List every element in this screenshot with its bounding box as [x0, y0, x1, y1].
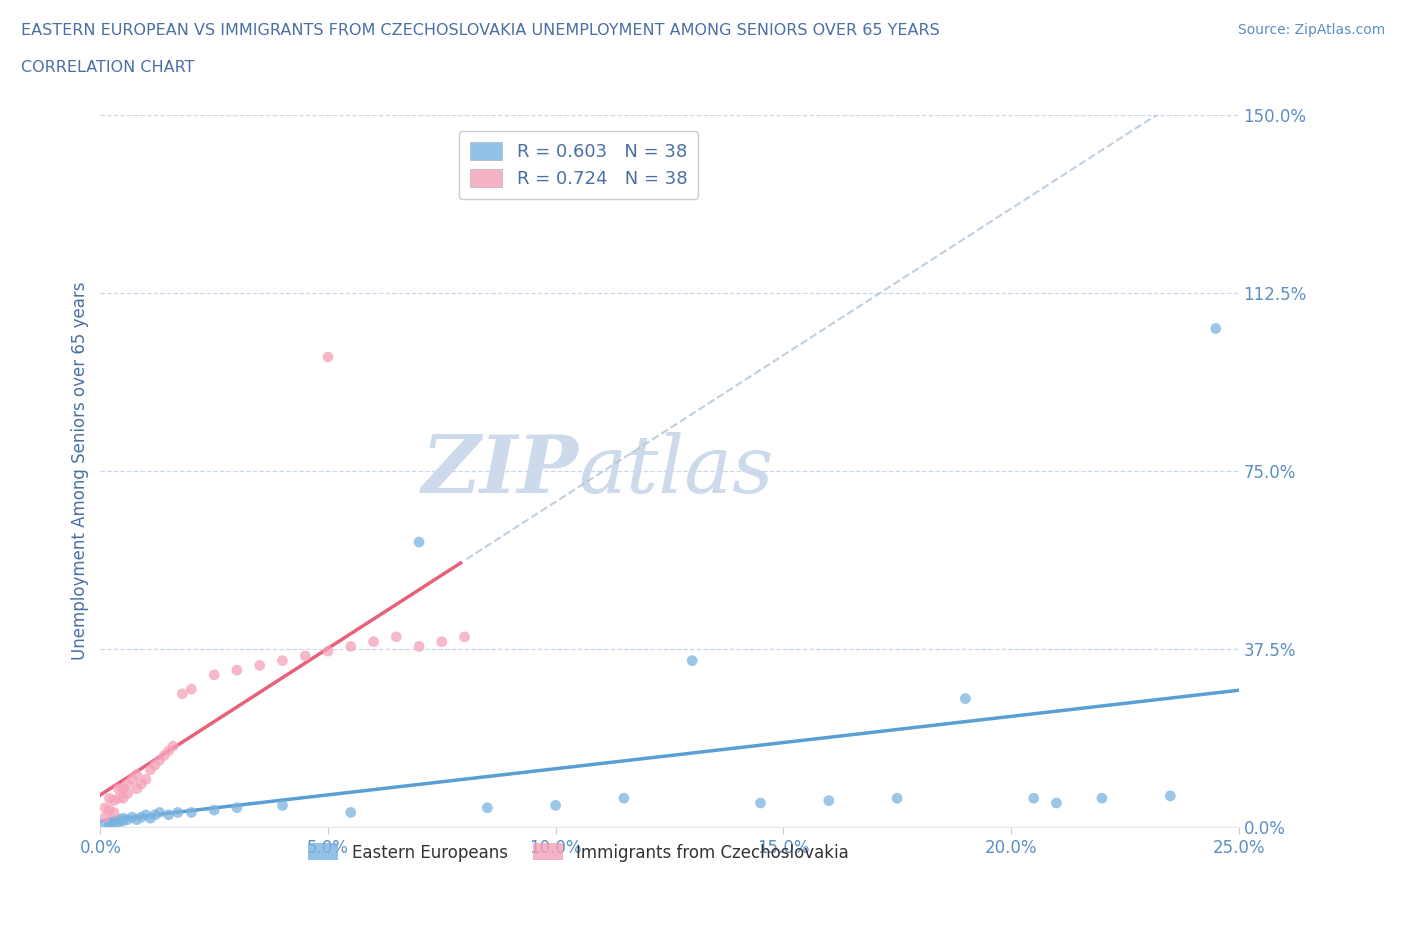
- Point: [1091, 790, 1114, 805]
- Point: [1045, 795, 1067, 810]
- Point: [107, 781, 129, 796]
- Text: EASTERN EUROPEAN VS IMMIGRANTS FROM CZECHOSLOVAKIA UNEMPLOYMENT AMONG SENIORS OV: EASTERN EUROPEAN VS IMMIGRANTS FROM CZEC…: [21, 23, 939, 38]
- Point: [121, 772, 143, 787]
- Point: [294, 648, 316, 663]
- Point: [249, 658, 271, 672]
- Point: [125, 781, 148, 796]
- Text: CORRELATION CHART: CORRELATION CHART: [21, 60, 194, 75]
- Point: [180, 805, 202, 820]
- Text: Source: ZipAtlas.com: Source: ZipAtlas.com: [1237, 23, 1385, 37]
- Point: [112, 814, 135, 829]
- Point: [453, 630, 475, 644]
- Point: [98, 815, 121, 830]
- Point: [131, 777, 153, 791]
- Point: [202, 803, 225, 817]
- Point: [886, 790, 908, 805]
- Point: [1159, 789, 1181, 804]
- Point: [316, 644, 339, 658]
- Point: [98, 803, 121, 817]
- Text: atlas: atlas: [578, 432, 773, 510]
- Point: [1022, 790, 1045, 805]
- Point: [226, 663, 249, 678]
- Point: [103, 805, 125, 820]
- Point: [121, 810, 143, 825]
- Point: [162, 738, 184, 753]
- Point: [107, 812, 129, 827]
- Point: [135, 807, 157, 822]
- Point: [613, 790, 636, 805]
- Point: [157, 743, 180, 758]
- Legend: Eastern Europeans, Immigrants from Czechoslovakia: Eastern Europeans, Immigrants from Czech…: [301, 837, 855, 869]
- Point: [143, 807, 166, 822]
- Point: [103, 814, 125, 829]
- Point: [107, 790, 129, 805]
- Point: [226, 801, 249, 816]
- Point: [143, 758, 166, 773]
- Point: [125, 812, 148, 827]
- Point: [98, 790, 121, 805]
- Point: [339, 639, 361, 654]
- Point: [202, 668, 225, 683]
- Point: [148, 753, 170, 768]
- Point: [544, 798, 567, 813]
- Point: [112, 790, 135, 805]
- Point: [157, 807, 180, 822]
- Point: [117, 777, 139, 791]
- Point: [271, 653, 294, 668]
- Point: [817, 793, 839, 808]
- Point: [94, 817, 117, 831]
- Point: [94, 810, 117, 825]
- Point: [131, 810, 153, 825]
- Point: [153, 748, 176, 763]
- Point: [749, 795, 772, 810]
- Point: [135, 772, 157, 787]
- Point: [112, 781, 135, 796]
- Point: [477, 801, 499, 816]
- Point: [172, 686, 194, 701]
- Point: [385, 630, 408, 644]
- Y-axis label: Unemployment Among Seniors over 65 years: Unemployment Among Seniors over 65 years: [72, 282, 89, 660]
- Point: [125, 767, 148, 782]
- Point: [98, 817, 121, 831]
- Point: [955, 691, 977, 706]
- Point: [139, 763, 162, 777]
- Point: [271, 798, 294, 813]
- Point: [166, 805, 188, 820]
- Point: [363, 634, 385, 649]
- Point: [339, 805, 361, 820]
- Point: [112, 811, 135, 826]
- Point: [316, 350, 339, 365]
- Point: [117, 786, 139, 801]
- Point: [180, 682, 202, 697]
- Point: [408, 639, 430, 654]
- Point: [117, 812, 139, 827]
- Point: [103, 816, 125, 830]
- Point: [107, 815, 129, 830]
- Point: [103, 793, 125, 808]
- Point: [430, 634, 453, 649]
- Point: [94, 801, 117, 816]
- Point: [408, 535, 430, 550]
- Point: [1205, 321, 1227, 336]
- Point: [139, 811, 162, 826]
- Point: [681, 653, 703, 668]
- Text: ZIP: ZIP: [422, 432, 578, 510]
- Point: [148, 805, 170, 820]
